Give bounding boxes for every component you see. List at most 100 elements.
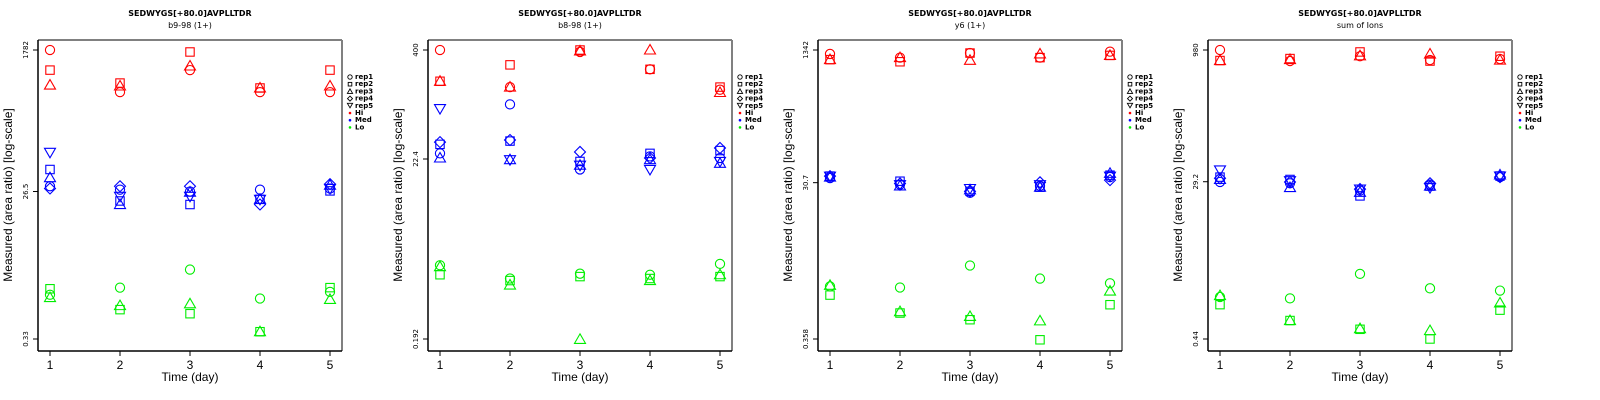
point-hi-rep2-day4 <box>645 64 655 75</box>
point-med-rep4-day5 <box>713 141 727 155</box>
point-med-rep5-day1 <box>1213 165 1227 177</box>
legend-symbol-rep1 <box>737 74 743 80</box>
chart-panel-1: SEDWYGS[+80.0]AVPLLTDR b9-98 (1+) 1 2 3 4 5 Tim… <box>0 0 390 400</box>
legend-symbol-rep4 <box>736 95 744 102</box>
point-lo-rep2-day1 <box>1215 299 1225 310</box>
legend-symbol-rep2 <box>1517 81 1523 87</box>
legend-symbol-rep3 <box>736 88 744 94</box>
legend-symbol-rep3 <box>1126 88 1134 94</box>
point-med-rep5-day5 <box>1103 171 1117 183</box>
y-tick-label: 0.44 <box>1192 331 1200 347</box>
legend-circle-icon <box>347 74 353 80</box>
legend-label-hi: Hi <box>745 109 753 117</box>
point-lo-rep1-day4 <box>1424 283 1436 294</box>
point-med-rep4-day3 <box>573 145 587 159</box>
point-hi-rep3-day1 <box>1213 53 1227 66</box>
legend-symbol-rep5 <box>346 102 354 109</box>
legend-label-med: Med <box>1525 116 1542 124</box>
point-med-rep4-day4 <box>643 151 657 165</box>
chart-subtitle: sum of Ions <box>1337 21 1383 30</box>
legend-square-icon <box>1127 81 1133 87</box>
chart-title: SEDWYGS[+80.0]AVPLLTDR <box>1298 9 1421 18</box>
point-hi-rep2-day3 <box>1355 47 1365 57</box>
point-lo-rep3-day5 <box>713 268 727 280</box>
point-hi-rep2-day5 <box>715 82 725 92</box>
point-hi-rep1-day1 <box>824 48 836 60</box>
legend-dot-hi <box>738 111 742 115</box>
point-lo-rep3-day2 <box>113 299 127 311</box>
point-hi-rep3-day2 <box>503 80 517 92</box>
point-hi-rep3-day4 <box>643 43 657 55</box>
x-axis-label: Time (day) <box>552 370 609 384</box>
legend-diamond-icon <box>1516 95 1524 102</box>
point-med-rep3-day2 <box>503 153 517 165</box>
y-tick-label: 1342 <box>802 41 810 59</box>
legend-square-icon <box>1517 81 1523 87</box>
point-lo-rep2-day5 <box>1495 305 1505 315</box>
point-hi-rep2-day3 <box>965 48 975 58</box>
legend-symbol-rep1 <box>347 74 353 80</box>
legend-label-rep4: rep4 <box>1135 95 1153 103</box>
legend-label-rep3: rep3 <box>355 87 373 95</box>
point-hi-rep2-day5 <box>325 65 335 75</box>
point-med-rep2-day1 <box>435 139 445 150</box>
legend-dot-hi <box>348 111 352 115</box>
legend-symbol-rep4 <box>1516 95 1524 102</box>
point-lo-rep2-day4 <box>1035 335 1045 345</box>
x-tick-label: 4 <box>1427 358 1434 372</box>
legend-diamond-icon <box>346 95 354 102</box>
legend-triangle-up-icon <box>346 88 354 94</box>
x-tick-label: 1 <box>1217 358 1224 372</box>
point-lo-rep1-day3 <box>964 260 976 271</box>
y-tick-label: 980 <box>1192 43 1200 56</box>
point-hi-rep3-day4 <box>253 81 267 93</box>
x-tick-label: 4 <box>1037 358 1044 372</box>
legend-symbol-rep3 <box>1516 88 1524 94</box>
point-hi-rep3-day4 <box>1033 47 1047 59</box>
legend-circle-icon <box>1127 74 1133 80</box>
legend-triangle-down-icon <box>346 102 354 109</box>
chart-title: SEDWYGS[+80.0]AVPLLTDR <box>908 9 1031 18</box>
x-tick-label: 3 <box>577 358 584 372</box>
point-med-rep4-day5 <box>323 177 337 191</box>
point-hi-rep3-day2 <box>1283 52 1297 65</box>
x-tick-label: 3 <box>967 358 974 372</box>
point-lo-rep3-day3 <box>573 332 587 344</box>
point-hi-rep2-day5 <box>1495 51 1505 61</box>
point-hi-rep3-day5 <box>713 85 727 98</box>
point-lo-rep3-day5 <box>1493 296 1507 308</box>
legend-symbol-rep2 <box>737 81 743 87</box>
chart-subtitle: b9-98 (1+) <box>168 21 212 30</box>
point-lo-rep3-day1 <box>1213 289 1227 301</box>
point-hi-rep3-day2 <box>113 79 127 91</box>
point-med-rep5-day3 <box>963 183 977 196</box>
point-med-rep5-day1 <box>823 171 837 183</box>
legend-square-icon <box>347 81 353 87</box>
legend-triangle-up-icon <box>1126 88 1134 94</box>
point-lo-rep3-day1 <box>43 291 57 303</box>
point-hi-rep3-day4 <box>1423 47 1437 59</box>
chart-subtitle: y6 (1+) <box>955 21 985 30</box>
y-axis-label: Measured (area ratio) [log-scale] <box>1171 108 1185 281</box>
legend-label-rep1: rep1 <box>745 73 763 81</box>
point-med-rep3-day4 <box>253 192 267 204</box>
point-med-rep3-day3 <box>573 158 587 170</box>
point-lo-rep1-day5 <box>1104 278 1116 289</box>
x-tick-label: 4 <box>257 358 264 372</box>
x-axis-label: Time (day) <box>942 370 999 384</box>
legend-symbol-rep2 <box>1127 81 1133 87</box>
legend-label-rep2: rep2 <box>1525 80 1543 88</box>
point-lo-rep2-day3 <box>1355 324 1365 335</box>
chart-panel-3: SEDWYGS[+80.0]AVPLLTDR y6 (1+) 1 2 3 4 5 Time (… <box>780 0 1170 400</box>
legend-symbol-rep4 <box>346 95 354 102</box>
point-hi-rep3-day3 <box>963 53 977 65</box>
y-axis-label: Measured (area ratio) [log-scale] <box>1 108 15 281</box>
x-tick-label: 4 <box>647 358 654 372</box>
point-lo-rep2-day3 <box>185 308 195 319</box>
legend-symbol-rep1 <box>1127 74 1133 80</box>
legend-symbol-rep5 <box>1516 102 1524 109</box>
point-med-rep4-day4 <box>1423 177 1437 190</box>
legend-diamond-icon <box>736 95 744 102</box>
point-med-rep3-day1 <box>43 171 57 183</box>
legend-circle-icon <box>737 74 743 80</box>
